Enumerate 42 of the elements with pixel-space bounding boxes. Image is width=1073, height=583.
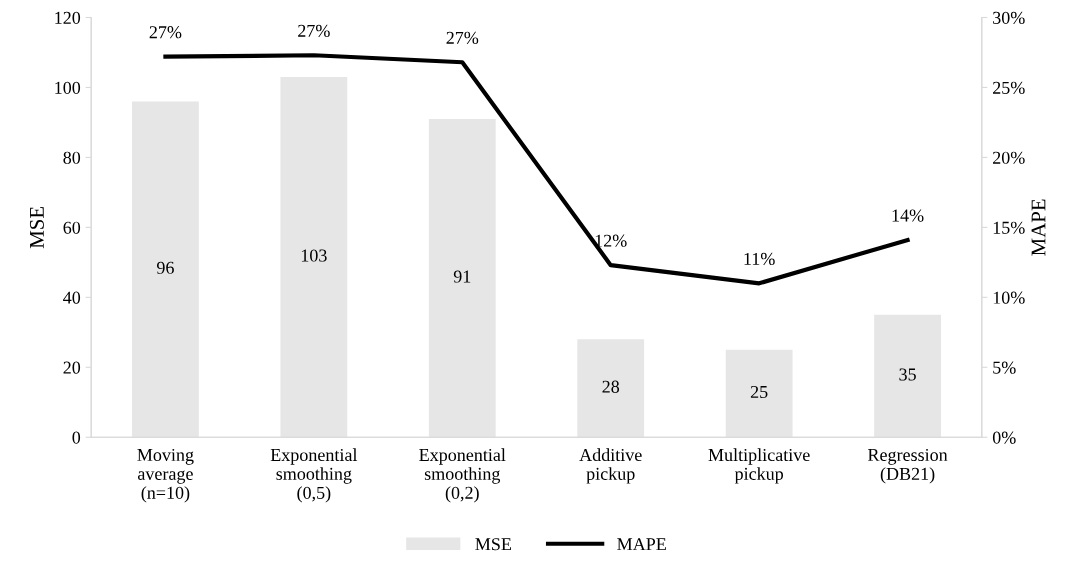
data-label: 91 [453, 270, 471, 283]
y2-tick-label: 25% [993, 81, 1025, 94]
bar [132, 101, 199, 438]
y2-axis-title: MAPE [1031, 199, 1046, 256]
x-tick-label: Multiplicative pickup [708, 448, 810, 484]
y-tick-label: 20 [63, 361, 81, 374]
y2-tick-label: 30% [993, 11, 1025, 24]
x-tick-label: Moving average (n=10) [137, 448, 194, 503]
y2-tick-label: 0% [992, 431, 1016, 444]
data-label: 103 [301, 249, 327, 262]
y-tick-label: 40 [63, 291, 81, 304]
data-label: 25 [750, 385, 768, 399]
y-tick-label: 80 [63, 151, 81, 164]
x-tick-label: Regression (DB21) [867, 448, 948, 484]
bar [725, 349, 793, 438]
legend-label: MSE [475, 538, 512, 551]
x-tick-label: Additive pickup [579, 448, 642, 484]
data-label: 12% [595, 234, 627, 247]
y-tick-label: 0 [72, 431, 81, 444]
data-label: 27% [446, 31, 479, 44]
data-label: 27% [149, 26, 182, 39]
x-tick-label: Exponential smoothing (0,2) [419, 448, 506, 503]
data-label: 27% [298, 24, 330, 37]
bar [280, 76, 348, 438]
data-label: 96 [156, 261, 174, 274]
bar [577, 339, 645, 438]
x-tick-label: Exponential smoothing (0,5) [270, 448, 358, 503]
legend-label: MAPE [617, 538, 666, 551]
y-tick-label: 100 [55, 81, 81, 94]
y2-tick-label: 5% [993, 361, 1016, 374]
data-label: 28 [602, 380, 620, 393]
y2-tick-label: 20% [993, 151, 1025, 164]
data-label: 11% [744, 252, 775, 266]
y2-tick-label: 15% [993, 221, 1025, 234]
bar [428, 118, 496, 438]
data-label: 35 [899, 368, 916, 381]
y-axis-title: MSE [29, 206, 44, 249]
y2-tick-label: 10% [993, 291, 1025, 304]
data-label: 14% [892, 209, 924, 222]
y-tick-label: 60 [63, 221, 81, 234]
bar [874, 314, 941, 438]
y-tick-label: 120 [55, 11, 81, 24]
